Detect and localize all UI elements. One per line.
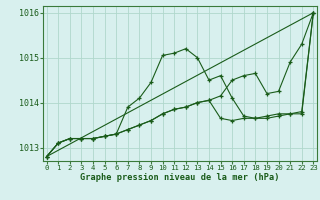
X-axis label: Graphe pression niveau de la mer (hPa): Graphe pression niveau de la mer (hPa) [80, 173, 280, 182]
